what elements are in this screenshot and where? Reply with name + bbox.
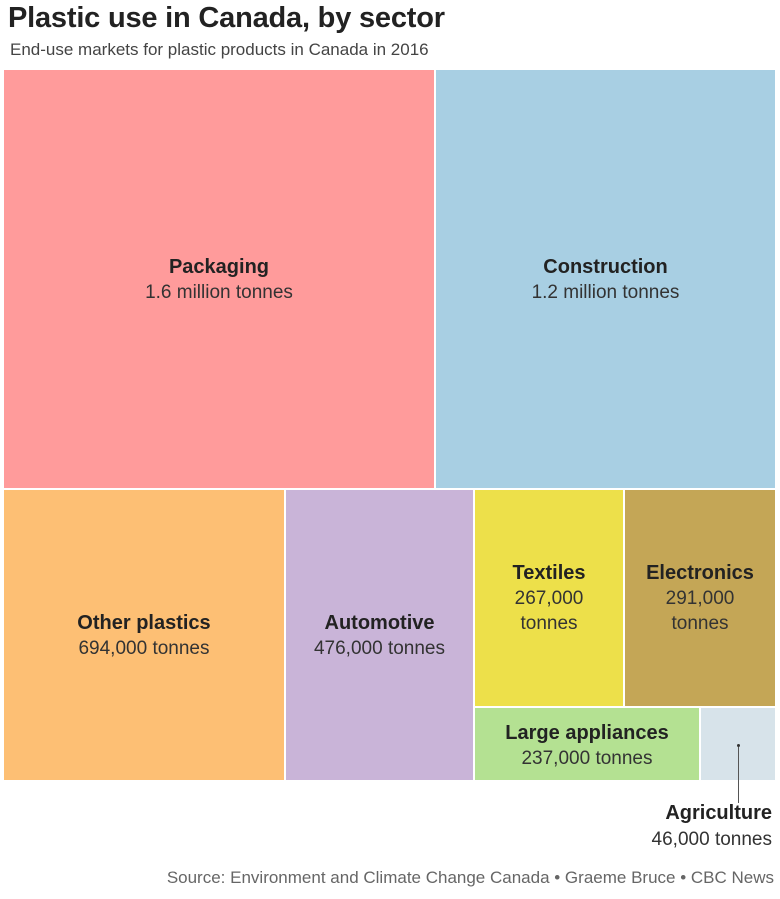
- callout-agriculture: Agriculture 46,000 tonnes: [652, 800, 772, 854]
- tile-construction: Construction 1.2 million tonnes: [436, 70, 775, 488]
- callout-value-agriculture: 46,000 tonnes: [651, 829, 772, 850]
- tile-label-large-appliances: Large appliances: [505, 722, 669, 744]
- tile-label-packaging: Packaging: [168, 255, 270, 278]
- chart-title: Plastic use in Canada, by sector: [8, 2, 445, 34]
- tile-value-automotive: 476,000 tonnes: [313, 637, 445, 659]
- tile-value-electronics: 291,000 tonnes: [665, 588, 735, 634]
- tile-large-appliances: Large appliances 237,000 tonnes: [475, 708, 699, 780]
- tile-value-textiles: 267,000 tonnes: [514, 588, 584, 634]
- tile-electronics: Electronics 291,000 tonnes: [625, 490, 775, 706]
- tile-automotive: Automotive 476,000 tonnes: [286, 490, 473, 780]
- tile-packaging: Packaging 1.6 million tonnes: [4, 70, 434, 488]
- chart-source: Source: Environment and Climate Change C…: [166, 868, 774, 887]
- callout-label-agriculture: Agriculture: [665, 802, 772, 824]
- callout-dot-agriculture: [736, 744, 740, 747]
- tile-textiles: Textiles 267,000 tonnes: [475, 490, 623, 706]
- tile-label-textiles: Textiles: [512, 562, 586, 584]
- tile-value-packaging: 1.6 million tonnes: [145, 281, 293, 303]
- tile-label-construction: Construction: [543, 255, 668, 278]
- tile-value-construction: 1.2 million tonnes: [531, 281, 680, 303]
- tile-label-other-plastics: Other plastics: [77, 611, 211, 634]
- tile-value-large-appliances: 237,000 tonnes: [521, 748, 653, 769]
- tile-other-plastics: Other plastics 694,000 tonnes: [4, 490, 284, 780]
- chart-subtitle: End-use markets for plastic products in …: [10, 40, 429, 59]
- tile-value-other-plastics: 694,000 tonnes: [78, 637, 210, 659]
- tile-label-electronics: Electronics: [646, 562, 754, 584]
- tile-label-automotive: Automotive: [324, 611, 435, 634]
- callout-line-agriculture: [738, 747, 739, 803]
